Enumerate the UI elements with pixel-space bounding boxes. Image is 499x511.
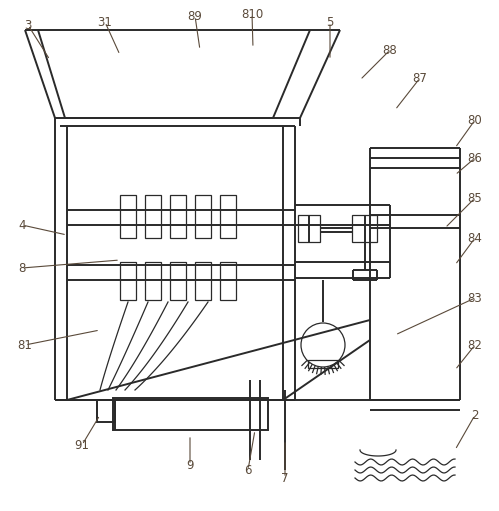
Bar bbox=[145, 262, 161, 300]
Bar bbox=[145, 195, 161, 238]
Text: 2: 2 bbox=[471, 408, 479, 422]
Bar bbox=[195, 195, 211, 238]
Text: 86: 86 bbox=[468, 151, 483, 165]
Text: 9: 9 bbox=[186, 458, 194, 472]
Text: 810: 810 bbox=[241, 8, 263, 20]
Text: 87: 87 bbox=[413, 72, 428, 84]
Text: 3: 3 bbox=[24, 18, 32, 32]
Bar bbox=[352, 215, 377, 242]
Text: 80: 80 bbox=[468, 113, 483, 127]
Bar bbox=[170, 195, 186, 238]
Bar bbox=[170, 262, 186, 300]
Text: 91: 91 bbox=[74, 438, 89, 452]
Text: 5: 5 bbox=[326, 15, 334, 29]
Text: 89: 89 bbox=[188, 10, 203, 22]
Bar bbox=[120, 262, 136, 300]
Text: 84: 84 bbox=[468, 231, 483, 244]
Bar bbox=[308, 360, 338, 368]
Bar bbox=[97, 400, 115, 422]
Text: 7: 7 bbox=[281, 472, 289, 484]
Bar bbox=[220, 262, 236, 300]
Text: 85: 85 bbox=[468, 192, 483, 204]
Text: 31: 31 bbox=[98, 15, 112, 29]
Bar bbox=[195, 262, 211, 300]
Text: 8: 8 bbox=[18, 262, 25, 274]
Text: 4: 4 bbox=[18, 219, 26, 231]
Text: 6: 6 bbox=[244, 463, 252, 476]
Bar bbox=[220, 195, 236, 238]
Bar bbox=[120, 195, 136, 238]
Bar bbox=[113, 398, 268, 430]
Text: 88: 88 bbox=[383, 43, 397, 57]
Text: 82: 82 bbox=[468, 338, 483, 352]
Text: 81: 81 bbox=[17, 338, 32, 352]
Text: 83: 83 bbox=[468, 291, 483, 305]
Bar bbox=[298, 215, 320, 242]
